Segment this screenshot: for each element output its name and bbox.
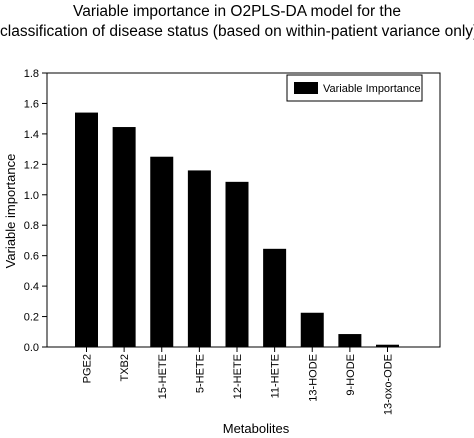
x-axis-label: Metabolites bbox=[223, 421, 290, 436]
bar bbox=[150, 156, 174, 347]
y-tick-label: 0.0 bbox=[24, 342, 39, 354]
y-tick-label: 0.2 bbox=[24, 312, 39, 324]
y-tick-label: 0.6 bbox=[24, 251, 39, 263]
legend-swatch bbox=[294, 82, 318, 94]
bar bbox=[187, 170, 211, 347]
y-tick-label: 0.8 bbox=[24, 220, 39, 232]
chart-title-line-1: Variable importance in O2PLS-DA model fo… bbox=[73, 3, 401, 20]
bar bbox=[338, 334, 362, 347]
bar bbox=[75, 112, 98, 347]
x-tick-label: 11-HETE bbox=[270, 354, 282, 398]
y-tick-label: 1.2 bbox=[24, 159, 39, 171]
bar bbox=[376, 344, 399, 347]
legend: Variable Importance bbox=[286, 74, 423, 102]
x-tick-label: 15-HETE bbox=[157, 354, 169, 399]
bar bbox=[112, 127, 136, 348]
bar bbox=[225, 181, 249, 347]
x-tick-label: PGE2 bbox=[82, 354, 94, 383]
bars bbox=[75, 112, 399, 348]
bar bbox=[300, 312, 324, 347]
x-tick-label: 9-HODE bbox=[345, 354, 357, 396]
y-tick-label: 1.0 bbox=[24, 190, 39, 202]
chart-title: Variable importance in O2PLS-DA model fo… bbox=[0, 2, 474, 42]
x-tick-label: TXB2 bbox=[119, 354, 131, 382]
x-tick-label: 12-HETE bbox=[232, 354, 244, 399]
chart-title-line-2: classification of disease status (based … bbox=[0, 23, 474, 40]
legend-label: Variable Importance bbox=[323, 83, 421, 95]
y-tick-label: 1.4 bbox=[24, 129, 39, 141]
y-axis-label: Variable importance bbox=[3, 154, 18, 269]
x-tick-label: 13-HODE bbox=[307, 354, 319, 402]
bar bbox=[263, 248, 287, 347]
x-tick-label: 5-HETE bbox=[194, 354, 206, 393]
x-tick-label: 13-oxo-ODE bbox=[383, 354, 395, 415]
y-tick-label: 1.6 bbox=[24, 98, 39, 110]
y-tick-label: 1.8 bbox=[24, 68, 39, 80]
x-axis: PGE2 TXB2 15-HETE 5-HETE 12-HETE 11-HETE 13-HO… bbox=[82, 347, 395, 415]
y-tick-label: 0.4 bbox=[24, 281, 39, 293]
y-axis: 0.0 0.2 0.4 0.6 0.8 1.0 1.2 1.4 1.6 1.8 bbox=[24, 68, 47, 354]
